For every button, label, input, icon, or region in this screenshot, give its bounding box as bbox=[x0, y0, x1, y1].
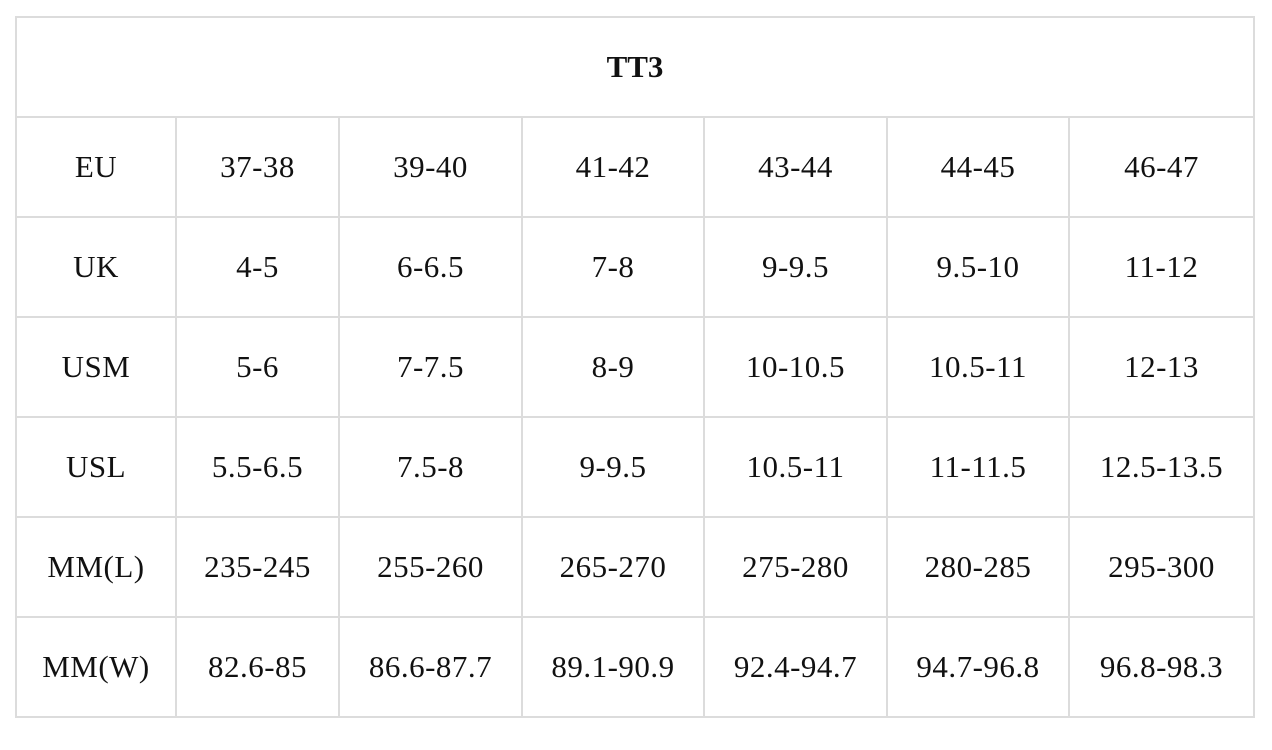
table-cell: 255-260 bbox=[338, 516, 523, 618]
table-cell: 9-9.5 bbox=[703, 216, 888, 318]
table-cell: 235-245 bbox=[175, 516, 340, 618]
row-label: UK bbox=[15, 216, 177, 318]
table-row-uk: UK 4-5 6-6.5 7-8 9-9.5 9.5-10 11-12 bbox=[15, 216, 1256, 318]
table-cell: 46-47 bbox=[1067, 116, 1256, 218]
table-title: TT3 bbox=[14, 16, 1256, 118]
table-cell: 12.5-13.5 bbox=[1067, 416, 1256, 518]
table-cell: 7-8 bbox=[521, 216, 705, 318]
table-cell: 89.1-90.9 bbox=[521, 616, 705, 718]
table-cell: 94.7-96.8 bbox=[886, 616, 1070, 718]
table-cell: 86.6-87.7 bbox=[338, 616, 523, 718]
table-cell: 92.4-94.7 bbox=[703, 616, 888, 718]
row-label: MM(W) bbox=[15, 616, 177, 718]
table-cell: 82.6-85 bbox=[175, 616, 340, 718]
table-cell: 43-44 bbox=[703, 116, 888, 218]
table-row-usl: USL 5.5-6.5 7.5-8 9-9.5 10.5-11 11-11.5 … bbox=[15, 416, 1256, 518]
table-row-mm-width: MM(W) 82.6-85 86.6-87.7 89.1-90.9 92.4-9… bbox=[15, 616, 1256, 718]
row-label: USM bbox=[15, 316, 177, 418]
row-label: MM(L) bbox=[15, 516, 177, 618]
table-cell: 11-12 bbox=[1067, 216, 1256, 318]
table-cell: 7.5-8 bbox=[338, 416, 523, 518]
row-label: USL bbox=[15, 416, 177, 518]
size-chart-table: TT3 EU 37-38 39-40 41-42 43-44 44-45 46-… bbox=[14, 16, 1256, 718]
table-cell: 7-7.5 bbox=[338, 316, 523, 418]
table-cell: 4-5 bbox=[175, 216, 340, 318]
table-row-eu: EU 37-38 39-40 41-42 43-44 44-45 46-47 bbox=[15, 116, 1256, 218]
table-cell: 10.5-11 bbox=[886, 316, 1070, 418]
table-cell: 265-270 bbox=[521, 516, 705, 618]
table-cell: 6-6.5 bbox=[338, 216, 523, 318]
table-row-mm-length: MM(L) 235-245 255-260 265-270 275-280 28… bbox=[15, 516, 1256, 618]
table-cell: 12-13 bbox=[1067, 316, 1256, 418]
table-cell: 37-38 bbox=[175, 116, 340, 218]
table-cell: 8-9 bbox=[521, 316, 705, 418]
table-cell: 280-285 bbox=[886, 516, 1070, 618]
table-cell: 295-300 bbox=[1067, 516, 1256, 618]
title-row: TT3 bbox=[14, 16, 1256, 118]
row-label: EU bbox=[15, 116, 177, 218]
table-cell: 44-45 bbox=[886, 116, 1070, 218]
table-cell: 41-42 bbox=[521, 116, 705, 218]
table-cell: 96.8-98.3 bbox=[1067, 616, 1256, 718]
table-cell: 5.5-6.5 bbox=[175, 416, 340, 518]
table-cell: 39-40 bbox=[338, 116, 523, 218]
table-cell: 9.5-10 bbox=[886, 216, 1070, 318]
table-cell: 10.5-11 bbox=[703, 416, 888, 518]
table-cell: 5-6 bbox=[175, 316, 340, 418]
table-cell: 10-10.5 bbox=[703, 316, 888, 418]
table-row-usm: USM 5-6 7-7.5 8-9 10-10.5 10.5-11 12-13 bbox=[15, 316, 1256, 418]
table-cell: 275-280 bbox=[703, 516, 888, 618]
table-cell: 9-9.5 bbox=[521, 416, 705, 518]
table-cell: 11-11.5 bbox=[886, 416, 1070, 518]
